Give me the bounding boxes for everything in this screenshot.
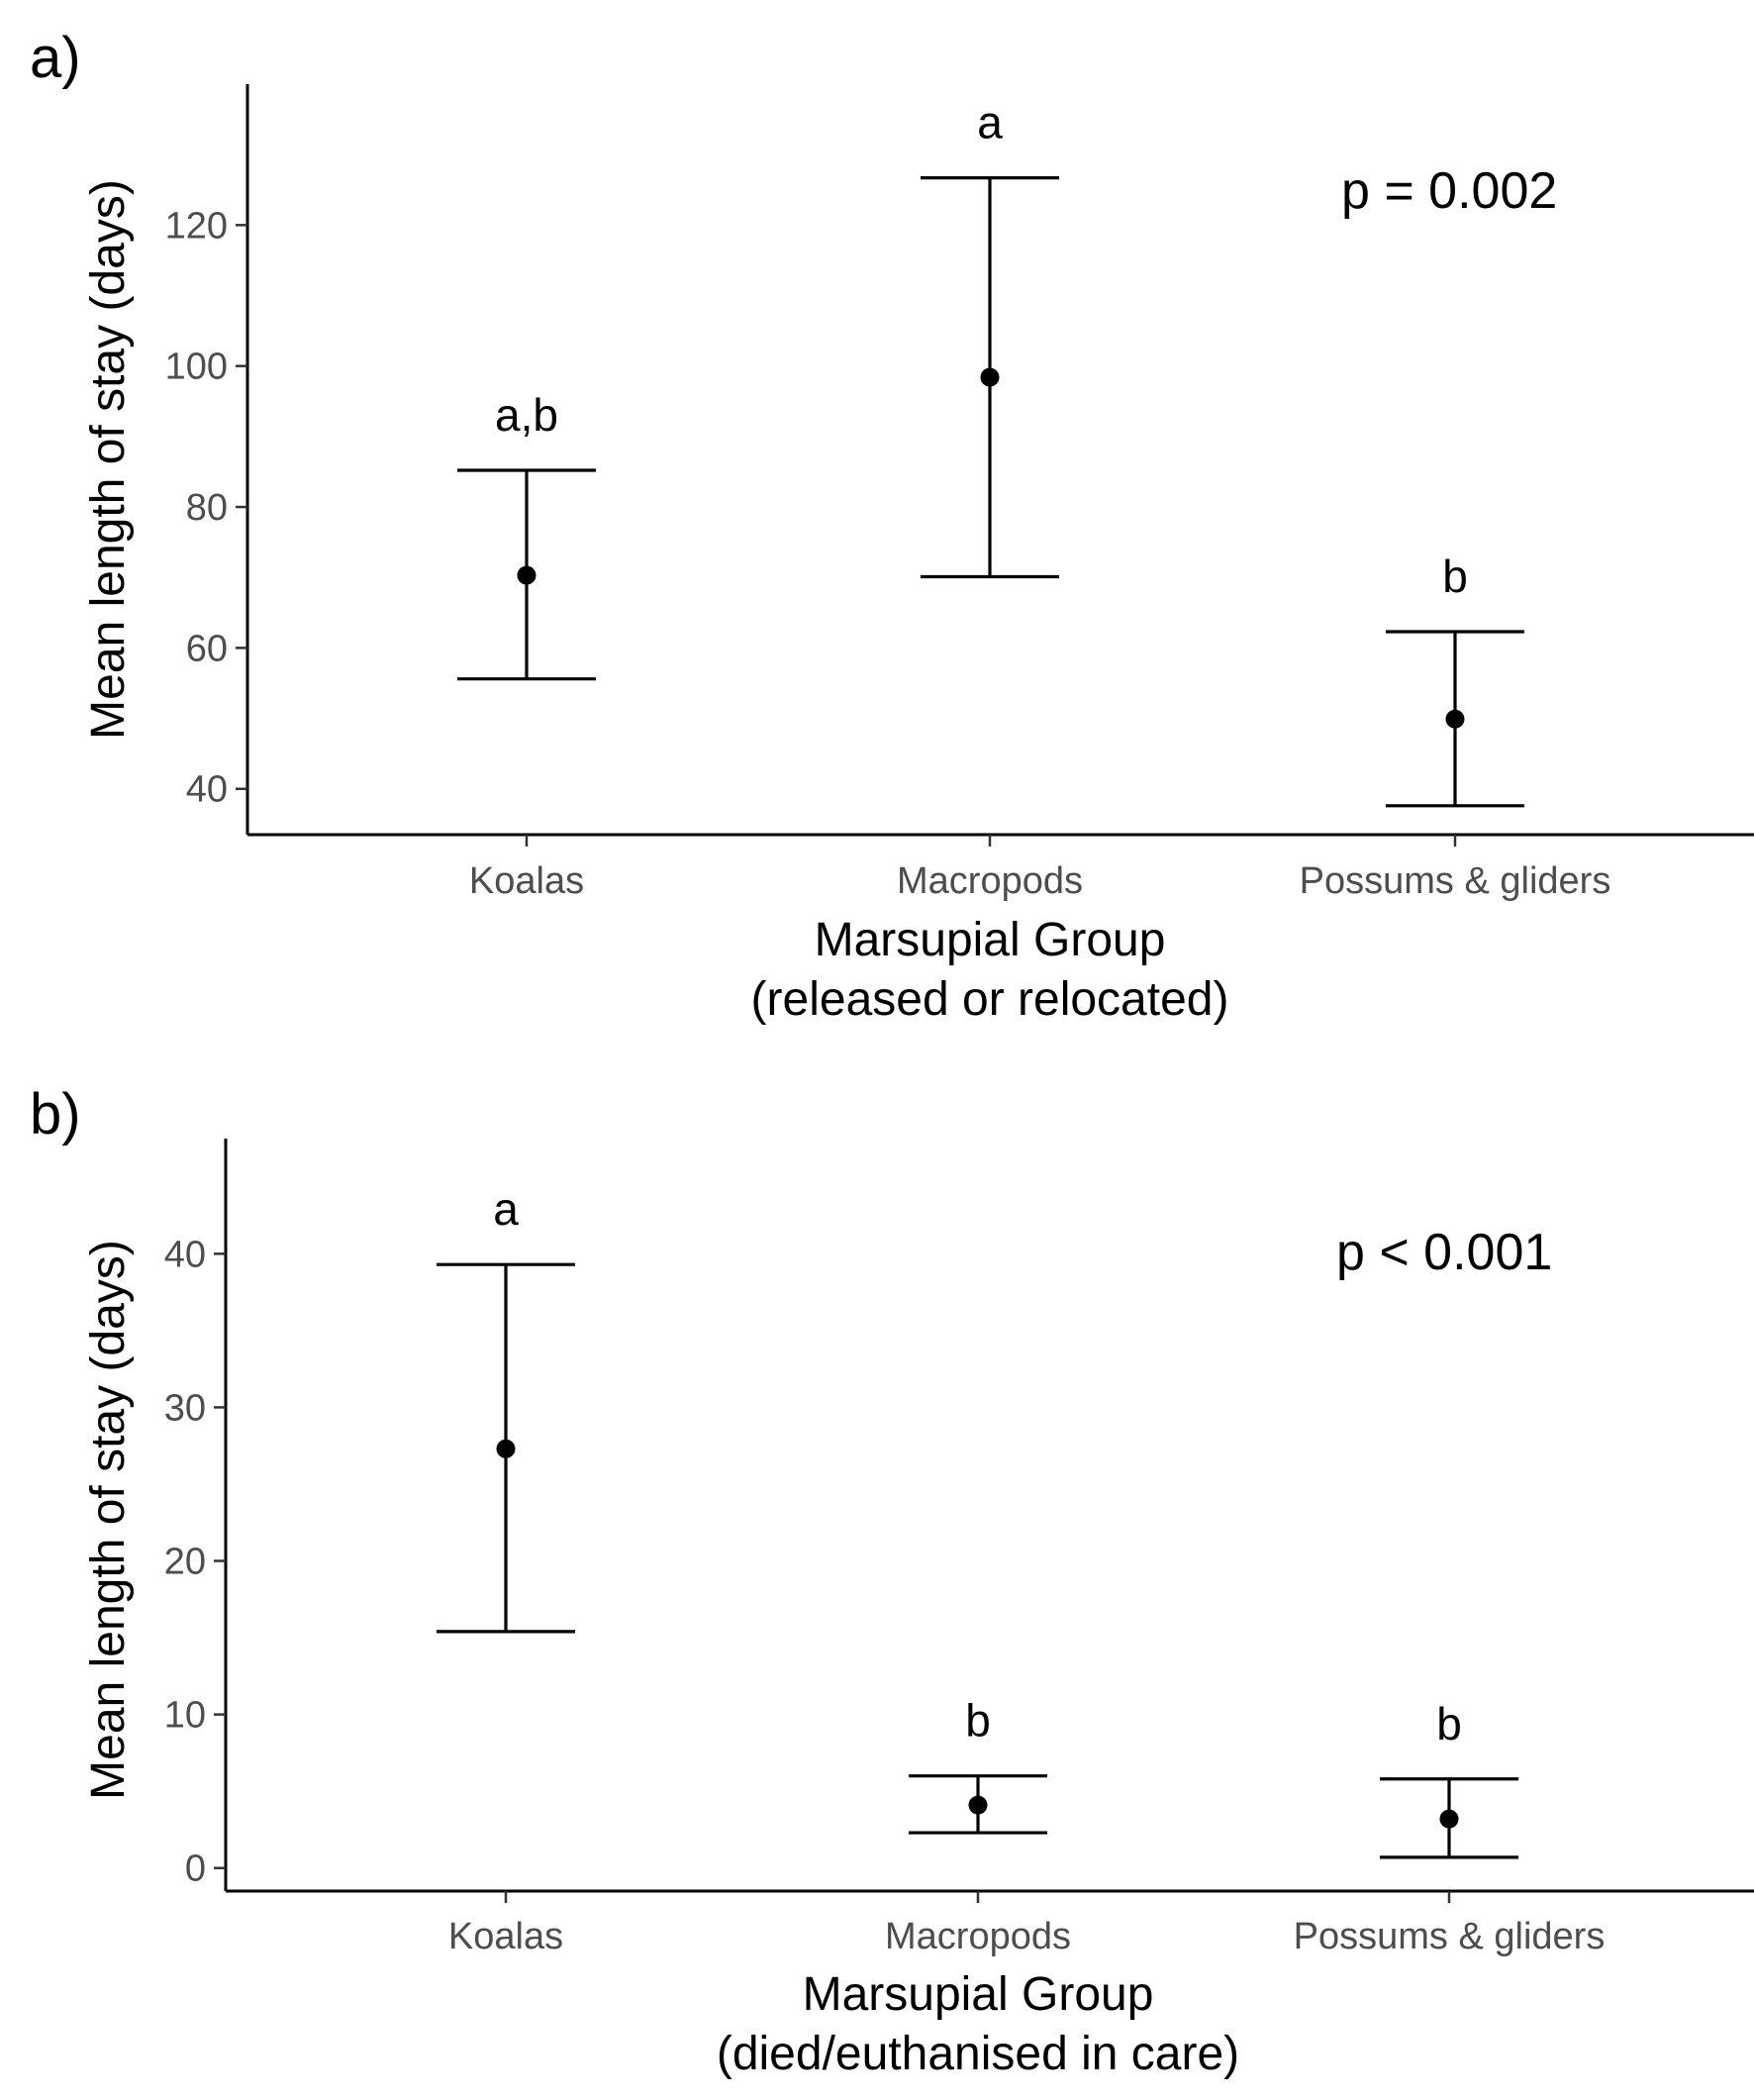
x-tick-label: Koalas bbox=[448, 1916, 563, 1957]
panel-label: b) bbox=[30, 1082, 81, 1147]
y-tick-label: 40 bbox=[164, 1234, 206, 1275]
y-tick-label: 10 bbox=[164, 1695, 206, 1737]
y-tick-label: 100 bbox=[165, 347, 228, 388]
significance-letter: b bbox=[1442, 550, 1468, 602]
p-value-annotation: p < 0.001 bbox=[1336, 1224, 1552, 1281]
x-tick-label: Koalas bbox=[469, 860, 584, 902]
significance-letter: b bbox=[965, 1695, 991, 1747]
x-tick-label: Possums & gliders bbox=[1300, 860, 1611, 902]
mean-point bbox=[1445, 709, 1465, 729]
y-tick-label: 30 bbox=[164, 1387, 206, 1429]
x-axis-subtitle: (died/euthanised in care) bbox=[717, 2028, 1239, 2080]
x-tick-label: Macropods bbox=[897, 860, 1083, 902]
x-axis-title: Marsupial Group bbox=[815, 914, 1166, 966]
y-tick-label: 40 bbox=[186, 769, 228, 811]
mean-point bbox=[1439, 1809, 1459, 1829]
significance-letter: a bbox=[493, 1183, 519, 1235]
y-axis-title: Mean length of stay (days) bbox=[82, 1240, 135, 1800]
y-tick-label: 80 bbox=[186, 487, 228, 529]
y-tick-label: 20 bbox=[164, 1542, 206, 1583]
y-tick-label: 60 bbox=[186, 628, 228, 669]
significance-letter: b bbox=[1436, 1698, 1462, 1750]
significance-letter: a bbox=[977, 97, 1003, 149]
y-axis-title: Mean length of stay (days) bbox=[82, 179, 135, 740]
panel-label: a) bbox=[30, 26, 81, 90]
x-axis-title: Marsupial Group bbox=[803, 1968, 1154, 2021]
panel-a: a) 40 60 80 100 120 Koalas Macropods Possums & g… bbox=[30, 26, 1754, 1026]
mean-point bbox=[980, 367, 1000, 387]
y-tick-label: 0 bbox=[185, 1849, 206, 1890]
x-tick-label: Possums & gliders bbox=[1294, 1916, 1606, 1957]
panel-b: b) 0 10 20 30 40 Koalas Macropods Possums & glid… bbox=[30, 1082, 1754, 2080]
x-axis-subtitle: (released or relocated) bbox=[751, 973, 1229, 1026]
x-tick-label: Macropods bbox=[885, 1916, 1071, 1957]
mean-point bbox=[517, 565, 536, 585]
y-tick-label: 120 bbox=[165, 205, 228, 247]
significance-letter: a,b bbox=[495, 389, 558, 441]
mean-point bbox=[496, 1439, 516, 1458]
p-value-annotation: p = 0.002 bbox=[1341, 162, 1557, 220]
mean-point bbox=[968, 1795, 988, 1815]
